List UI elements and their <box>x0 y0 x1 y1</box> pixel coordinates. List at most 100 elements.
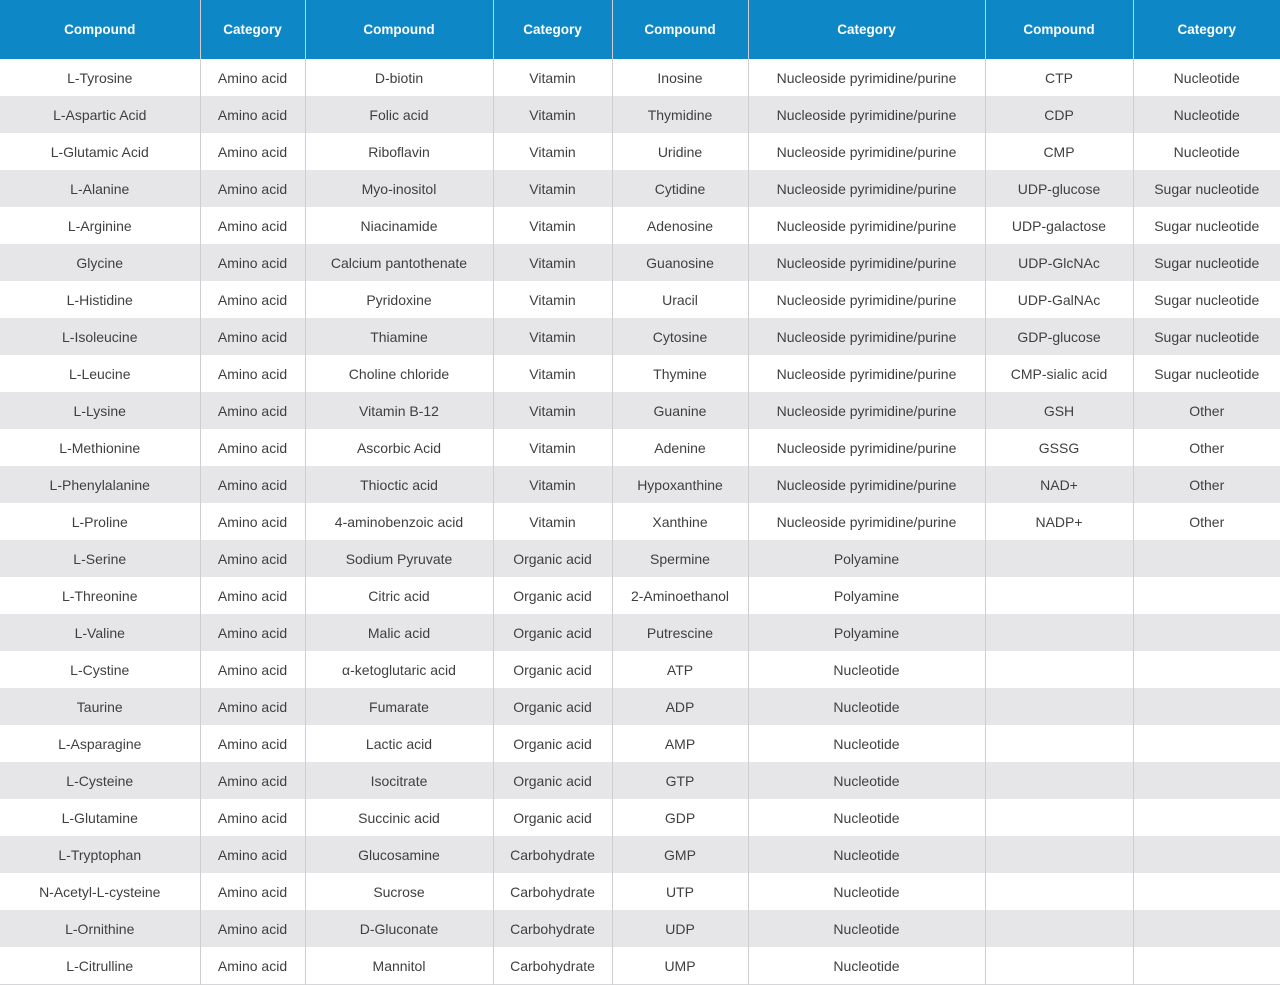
table-cell <box>985 614 1134 651</box>
table-cell: Vitamin <box>493 503 613 540</box>
table-cell: Nucleotide <box>748 836 986 873</box>
table-cell: Spermine <box>612 540 749 577</box>
table-cell: Citric acid <box>305 577 494 614</box>
table-cell: GMP <box>612 836 749 873</box>
table-cell: Nucleotide <box>748 910 986 947</box>
table-cell: L-Glutamic Acid <box>0 133 201 170</box>
table-cell <box>1133 873 1280 910</box>
table-cell <box>1133 540 1280 577</box>
table-cell: CMP-sialic acid <box>985 355 1134 392</box>
table-cell: Amino acid <box>200 688 306 725</box>
table-cell: UDP-GlcNAc <box>985 244 1134 281</box>
table-cell: Thymine <box>612 355 749 392</box>
table-cell: Sugar nucleotide <box>1133 355 1280 392</box>
table-row: L-Glutamic Acid Amino acid Riboflavin Vitam… <box>0 133 1280 170</box>
table-cell: L-Asparagine <box>0 725 201 762</box>
table-cell: Guanosine <box>612 244 749 281</box>
table-cell: Organic acid <box>493 540 613 577</box>
table-cell: Nucleotide <box>748 725 986 762</box>
table-cell: Amino acid <box>200 762 306 799</box>
table-cell: UDP-galactose <box>985 207 1134 244</box>
table-cell: Taurine <box>0 688 201 725</box>
table-cell: Polyamine <box>748 614 986 651</box>
table-cell: Amino acid <box>200 59 306 96</box>
table-cell: L-Serine <box>0 540 201 577</box>
table-cell: Folic acid <box>305 96 494 133</box>
table-cell <box>1133 688 1280 725</box>
table-cell: Cytosine <box>612 318 749 355</box>
table-cell: Glucosamine <box>305 836 494 873</box>
table-cell: α-ketoglutaric acid <box>305 651 494 688</box>
table-cell: Amino acid <box>200 429 306 466</box>
table-cell: 2-Aminoethanol <box>612 577 749 614</box>
table-cell: Amino acid <box>200 651 306 688</box>
table-cell: Nucleoside pyrimidine/purine <box>748 281 986 318</box>
table-row: L-Leucine Amino acid Choline chloride Vitam… <box>0 355 1280 392</box>
table-cell: Putrescine <box>612 614 749 651</box>
table-cell: Amino acid <box>200 133 306 170</box>
table-row: L-Aspartic Acid Amino acid Folic acid Vitam… <box>0 96 1280 133</box>
table-header-row: Compound Category Compound Category Compound… <box>0 0 1280 59</box>
table-cell: L-Leucine <box>0 355 201 392</box>
table-cell <box>985 651 1134 688</box>
table-cell: Thioctic acid <box>305 466 494 503</box>
column-header-6: Compound <box>985 0 1134 59</box>
table-cell: L-Histidine <box>0 281 201 318</box>
table-cell: GSH <box>985 392 1134 429</box>
table-cell: L-Aspartic Acid <box>0 96 201 133</box>
table-cell: Lactic acid <box>305 725 494 762</box>
table-cell: Riboflavin <box>305 133 494 170</box>
table-cell: Amino acid <box>200 466 306 503</box>
table-cell <box>985 577 1134 614</box>
table-cell: L-Proline <box>0 503 201 540</box>
table-cell: Nucleoside pyrimidine/purine <box>748 244 986 281</box>
table-cell: 4-aminobenzoic acid <box>305 503 494 540</box>
table-cell: Amino acid <box>200 244 306 281</box>
table-cell: Amino acid <box>200 355 306 392</box>
table-cell: Nucleotide <box>748 651 986 688</box>
table-cell: Vitamin B-12 <box>305 392 494 429</box>
table-cell: Other <box>1133 466 1280 503</box>
table-cell: Amino acid <box>200 170 306 207</box>
table-cell: Nucleotide <box>748 873 986 910</box>
table-cell: L-Ornithine <box>0 910 201 947</box>
table-cell: L-Isoleucine <box>0 318 201 355</box>
table-cell: Carbohydrate <box>493 947 613 985</box>
table-cell: Organic acid <box>493 762 613 799</box>
table-cell: L-Cysteine <box>0 762 201 799</box>
table-cell: L-Cystine <box>0 651 201 688</box>
table-cell: GDP-glucose <box>985 318 1134 355</box>
table-cell: Glycine <box>0 244 201 281</box>
table-cell: UDP <box>612 910 749 947</box>
table-cell <box>1133 799 1280 836</box>
table-cell: Nucleoside pyrimidine/purine <box>748 503 986 540</box>
table-cell: Nucleotide <box>748 947 986 985</box>
table-cell <box>985 910 1134 947</box>
table-cell: Amino acid <box>200 392 306 429</box>
column-header-5: Category <box>748 0 986 59</box>
table-cell <box>985 688 1134 725</box>
table-cell: Sodium Pyruvate <box>305 540 494 577</box>
table-row: L-Serine Amino acid Sodium Pyruvate Organic… <box>0 540 1280 577</box>
table-cell: Choline chloride <box>305 355 494 392</box>
table-cell: L-Citrulline <box>0 947 201 985</box>
table-cell: L-Tyrosine <box>0 59 201 96</box>
table-cell: Pyridoxine <box>305 281 494 318</box>
table-cell: Vitamin <box>493 133 613 170</box>
table-row: L-Ornithine Amino acid D-Gluconate Carbohyd… <box>0 910 1280 947</box>
table-cell: UDP-GalNAc <box>985 281 1134 318</box>
table-cell: Nucleoside pyrimidine/purine <box>748 392 986 429</box>
table-cell <box>1133 614 1280 651</box>
table-cell <box>1133 651 1280 688</box>
table-cell: Organic acid <box>493 614 613 651</box>
table-body: L-Tyrosine Amino acid D-biotin Vitamin Inosi… <box>0 59 1280 985</box>
table-cell: Amino acid <box>200 614 306 651</box>
column-header-7: Category <box>1133 0 1280 59</box>
table-cell: N-Acetyl-L-cysteine <box>0 873 201 910</box>
table-cell: Inosine <box>612 59 749 96</box>
table-row: L-Isoleucine Amino acid Thiamine Vitamin Cyt… <box>0 318 1280 355</box>
table-cell: CTP <box>985 59 1134 96</box>
table-cell: Amino acid <box>200 873 306 910</box>
table-cell: Xanthine <box>612 503 749 540</box>
